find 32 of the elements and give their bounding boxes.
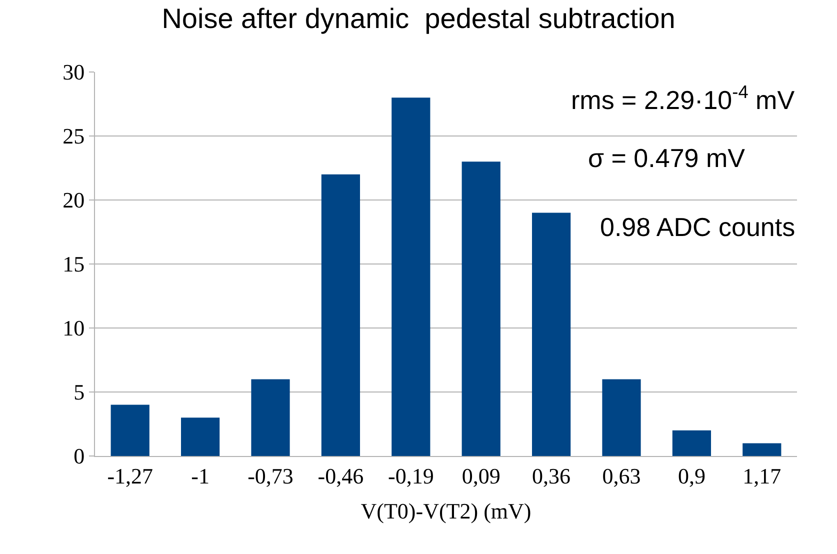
x-tick-label: -1,27 (107, 463, 154, 488)
x-axis-title: V(T0)-V(T2) (mV) (360, 498, 532, 524)
bar (602, 379, 641, 456)
x-tick-label: 0,36 (532, 463, 571, 488)
x-tick-label: 1,17 (742, 463, 782, 488)
y-tick-label: 30 (62, 60, 85, 85)
bar (110, 404, 150, 456)
bar (392, 98, 430, 456)
x-tick-label: 0,63 (602, 463, 641, 488)
bar (742, 443, 782, 456)
y-tick-label: 5 (74, 380, 85, 405)
bar (181, 418, 220, 456)
x-tick-label: -1 (191, 463, 210, 488)
x-tick-label: -0,73 (248, 463, 294, 488)
bar (462, 162, 500, 456)
chart-title: Noise after dynamic pedestal subtraction (162, 2, 676, 34)
y-tick-label: 0 (74, 444, 85, 469)
annotation: rms = 2.29·10$^{-4}$ mV (571, 82, 796, 115)
x-tick-label: -0,46 (318, 463, 364, 488)
x-tick-label: -0,19 (388, 463, 434, 488)
annotation: 0.98 ADC counts (600, 212, 796, 242)
y-tick-label: 15 (62, 252, 85, 277)
bar (672, 430, 712, 456)
y-tick-label: 20 (62, 188, 85, 213)
y-tick-label: 25 (62, 124, 85, 149)
annotation: σ = 0.479 mV (588, 143, 746, 173)
x-tick-label: 0,9 (678, 463, 706, 488)
bar (321, 174, 360, 456)
bar (532, 212, 571, 456)
y-tick-label: 10 (62, 316, 85, 341)
bar (251, 379, 290, 456)
x-tick-label: 0,09 (462, 463, 500, 488)
